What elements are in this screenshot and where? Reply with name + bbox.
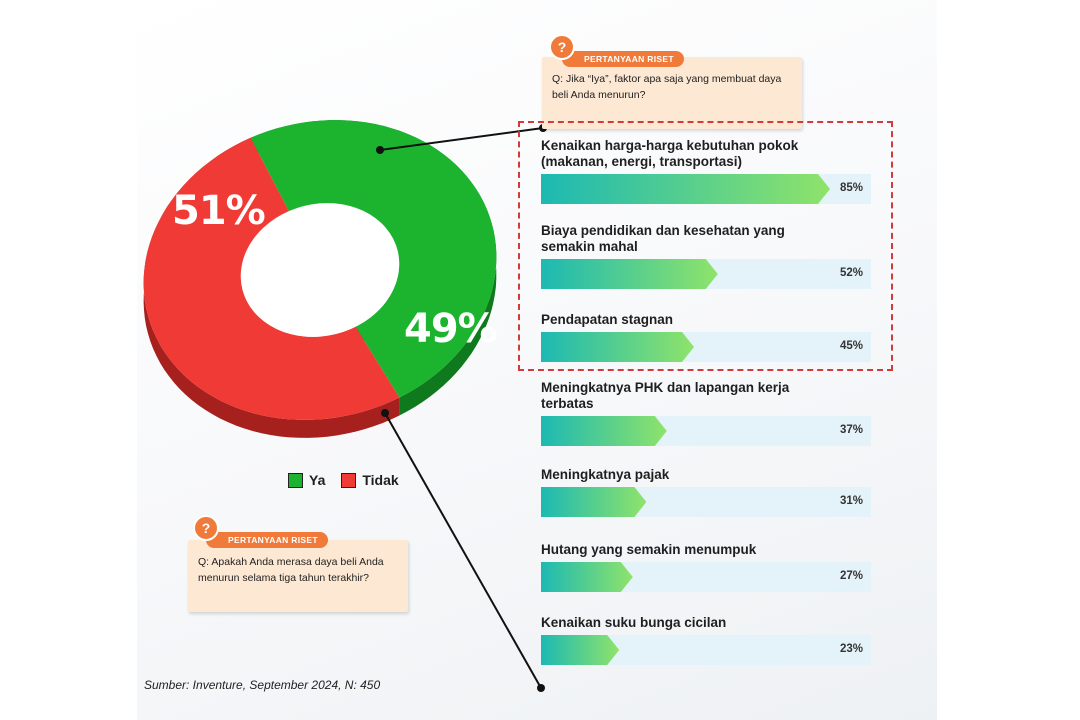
bar-fill [541,487,646,517]
bottom-question-box: Q: Apakah Anda merasa daya beli Anda men… [188,540,408,612]
top-question-text: Q: Jika “Iya”, faktor apa saja yang memb… [552,73,782,101]
legend-label-tidak: Tidak [362,472,399,488]
legend-item-ya: Ya [288,472,325,488]
highlight-box [518,121,893,371]
question-icon: ? [549,34,575,60]
bar-fill [541,562,633,592]
bar-fill [541,332,694,362]
bar-label: Hutang yang semakin menumpuk [541,542,757,557]
bar-fill [541,635,619,665]
chart-legend: Ya Tidak [288,472,399,488]
bar-fill [541,174,830,204]
bar-track: 52% [541,259,871,289]
bar-item: Biaya pendidikan dan kesehatan yang sema… [541,223,871,289]
ya-percent-label: 49% [404,306,498,352]
bar-track: 23% [541,635,871,665]
bar-value-label: 85% [839,182,863,194]
legend-item-tidak: Tidak [341,472,399,488]
legend-swatch-ya [288,472,303,488]
tidak-percent-label: 51% [172,188,266,234]
bar-item: Hutang yang semakin menumpuk 27% [541,542,871,592]
bar-item: Kenaikan harga-harga kebutuhan pokok (ma… [541,138,871,204]
bar-fill [541,416,667,446]
bar-value-label: 23% [839,643,863,655]
donut-hole [240,203,400,337]
bottom-question-text: Q: Apakah Anda merasa daya beli Anda men… [198,556,384,584]
connector-line-top [379,127,544,151]
top-question-box: Q: Jika “Iya”, faktor apa saja yang memb… [542,57,802,129]
connector-dot [381,409,389,417]
legend-swatch-tidak [341,472,357,488]
bar-item: Meningkatnya pajak 31% [541,467,871,517]
bar-track: 31% [541,487,871,517]
bar-item: Kenaikan suku bunga cicilan 23% [541,615,871,665]
bar-label: Kenaikan harga-harga kebutuhan pokok (ma… [541,138,799,169]
bar-label: Kenaikan suku bunga cicilan [541,615,727,630]
bar-label: Meningkatnya PHK dan lapangan kerja terb… [541,380,790,411]
bar-fill [541,259,718,289]
legend-label-ya: Ya [309,472,326,488]
bar-track: 27% [541,562,871,592]
bar-value-label: 31% [839,495,863,507]
bar-track: 45% [541,332,871,362]
connector-dot [537,684,545,692]
bar-label: Meningkatnya pajak [541,467,670,482]
bar-label: Pendapatan stagnan [541,312,674,327]
bar-label: Biaya pendidikan dan kesehatan yang sema… [541,223,785,254]
bar-track: 37% [541,416,871,446]
top-question-badge: PERTANYAAN RISET [562,51,684,67]
bottom-question-badge: PERTANYAAN RISET [206,532,328,548]
donut-slice-tidak [143,137,400,420]
connector-dot [376,146,384,154]
bar-item: Pendapatan stagnan 45% [541,312,871,362]
bar-item: Meningkatnya PHK dan lapangan kerja terb… [541,380,871,446]
donut-slice-ya [250,120,497,398]
bar-value-label: 45% [839,340,863,352]
connector-line-bottom [384,412,542,689]
bar-value-label: 27% [839,570,863,582]
source-note: Sumber: Inventure, September 2024, N: 45… [144,678,381,692]
bar-track: 85% [541,174,871,204]
question-icon: ? [193,515,219,541]
bar-value-label: 52% [839,267,863,279]
bar-value-label: 37% [839,424,863,436]
